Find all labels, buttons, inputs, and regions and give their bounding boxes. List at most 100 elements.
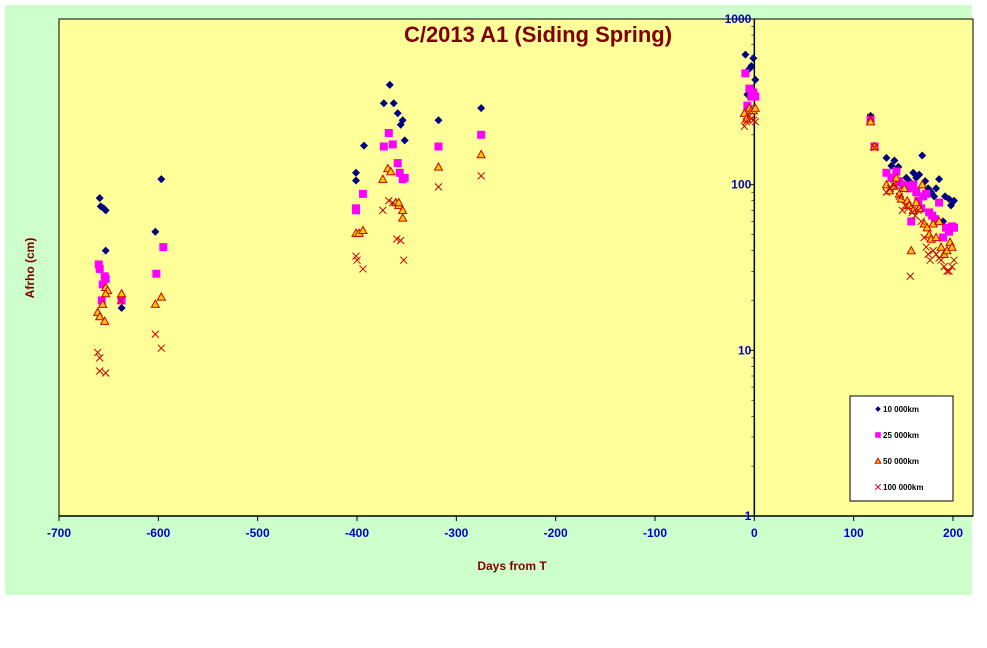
data-point [476, 149, 487, 159]
x-tick-label: -200 [544, 526, 568, 540]
data-point [95, 194, 104, 203]
data-point [157, 175, 166, 184]
y-tick-label: 1 [745, 509, 752, 523]
data-point [939, 233, 948, 242]
data-point [397, 212, 408, 222]
data-point [948, 262, 956, 271]
data-point [400, 136, 409, 145]
legend-label: 10 000km [883, 405, 919, 414]
data-point [928, 218, 938, 228]
data-point [945, 227, 954, 236]
data-point [389, 99, 398, 108]
data-point [920, 233, 929, 242]
data-point [116, 288, 127, 298]
data-point [388, 198, 397, 207]
data-point [906, 272, 915, 281]
x-tick-label: -300 [444, 526, 468, 540]
data-point [378, 206, 387, 215]
data-point [890, 156, 899, 165]
data-point [915, 170, 924, 179]
data-point [477, 130, 486, 139]
data-point [866, 113, 875, 122]
data-point [395, 168, 404, 177]
data-point [909, 180, 918, 189]
data-point [434, 142, 443, 151]
data-point [377, 174, 388, 183]
data-point [911, 197, 922, 207]
data-point [477, 104, 486, 113]
data-point [157, 344, 166, 353]
data-point [907, 217, 916, 226]
data-point [99, 316, 110, 325]
data-point [929, 246, 937, 255]
data-point [434, 116, 443, 125]
data-point [379, 142, 388, 151]
data-point [393, 197, 404, 207]
data-point [94, 311, 105, 321]
data-point [352, 204, 361, 213]
x-tick-label: 200 [943, 526, 963, 540]
data-point [385, 166, 396, 176]
data-point [935, 175, 944, 184]
data-point [934, 216, 944, 226]
data-point [895, 192, 904, 201]
data-point [911, 211, 920, 220]
data-point [384, 196, 393, 205]
data-point [884, 185, 895, 195]
x-tick-label: -700 [47, 526, 71, 540]
data-point [932, 250, 940, 259]
plot-background [58, 18, 974, 517]
legend-label: 100 000km [883, 483, 923, 492]
x-tick-labels: -700 -600 -500 -400 -300 -200 -100 0 100 200 [47, 516, 963, 540]
data-point [433, 161, 444, 171]
data-point [892, 182, 901, 190]
data-point [751, 117, 760, 126]
data-point [747, 62, 756, 71]
data-point [892, 167, 901, 176]
data-point [98, 280, 107, 289]
data-point [869, 141, 880, 151]
data-point [159, 243, 168, 252]
data-point [930, 192, 939, 201]
data-point [914, 206, 923, 215]
data-point [874, 483, 882, 491]
data-point [384, 129, 393, 138]
data-point [353, 256, 361, 265]
data-point [922, 189, 931, 198]
x-axis-title: Days from T [477, 559, 547, 573]
data-point [398, 116, 407, 125]
data-point [399, 256, 408, 265]
data-point [740, 122, 749, 131]
x-tick-label: -500 [246, 526, 270, 540]
data-point [898, 206, 907, 215]
data-point [393, 159, 402, 168]
series [92, 103, 957, 325]
data-point [917, 179, 928, 189]
data-point [912, 188, 921, 197]
data-point [151, 330, 160, 339]
data-point [116, 296, 125, 305]
data-point [150, 299, 161, 308]
data-point [875, 406, 881, 412]
data-point [393, 109, 402, 118]
data-point [95, 367, 104, 375]
x-tick-label: -100 [643, 526, 667, 540]
y-tick-labels: 1 10 100 1000 [725, 12, 755, 523]
data-point [949, 196, 958, 205]
data-point [947, 242, 957, 251]
data-point [359, 141, 368, 150]
data-point [942, 223, 951, 232]
data-point [906, 245, 917, 255]
series [93, 112, 958, 377]
data-point [931, 232, 941, 242]
data-point [924, 250, 933, 259]
data-point [917, 217, 926, 226]
data-point [922, 243, 931, 251]
data-point [388, 140, 397, 149]
data-point [152, 269, 161, 278]
y-tick-label: 10 [738, 343, 752, 357]
data-point [749, 88, 758, 97]
legend-box [849, 395, 954, 502]
data-point [945, 267, 953, 276]
